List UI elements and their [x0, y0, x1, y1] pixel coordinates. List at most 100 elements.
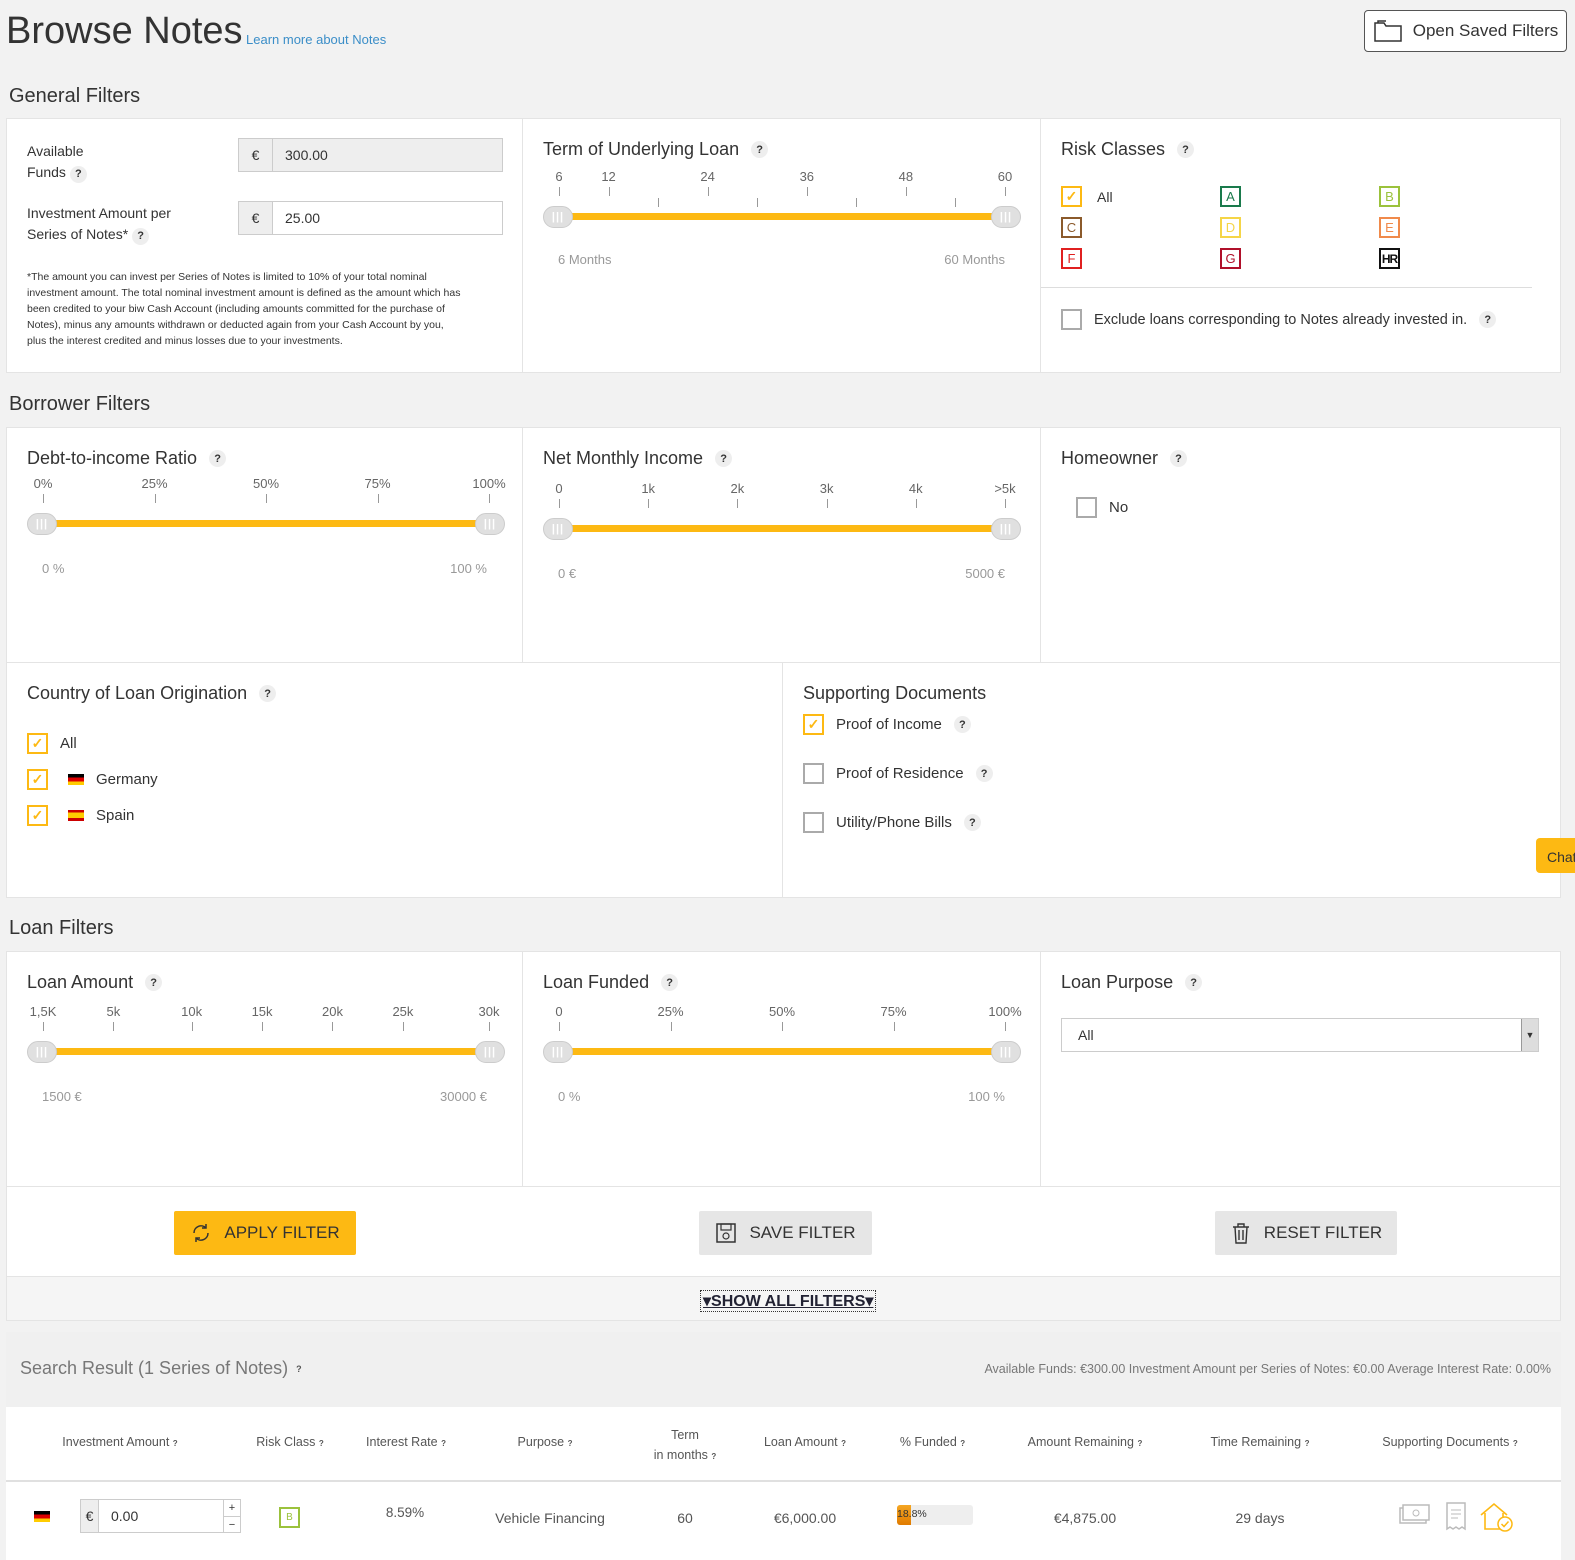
dti-slider[interactable]: 0% 25% 50% 75% 100% ||| ||| [27, 476, 506, 566]
show-all-filters-link[interactable]: ▾SHOW ALL FILTERS▾ [700, 1290, 877, 1312]
slider-max-handle[interactable]: ||| [991, 518, 1021, 540]
help-icon[interactable]: ? [145, 974, 163, 991]
slider-min-handle[interactable]: ||| [27, 1041, 57, 1063]
income-slider[interactable]: 0 1k 2k 3k 4k >5k ||| ||| [543, 481, 1021, 571]
row-investment-input[interactable]: €0.00 + − [80, 1499, 241, 1533]
help-icon[interactable]: ? [69, 166, 87, 183]
slider-max-handle[interactable]: ||| [991, 206, 1021, 228]
learn-more-link[interactable]: Learn more about Notes [246, 32, 387, 47]
help-icon[interactable]: ? [132, 228, 150, 245]
help-icon[interactable]: ? [259, 685, 277, 702]
open-saved-filters-button[interactable]: Open Saved Filters [1364, 10, 1567, 52]
slider-min-handle[interactable]: ||| [543, 206, 573, 228]
chevron-down-icon[interactable]: ▼ [1521, 1019, 1538, 1051]
col-funded[interactable]: % Funded ? [899, 1435, 966, 1449]
help-icon[interactable]: ? [975, 765, 993, 782]
decrement-icon[interactable]: − [224, 1516, 240, 1533]
chat-button[interactable]: Chat [1536, 838, 1575, 873]
risk-class-g-toggle[interactable]: G [1220, 248, 1241, 269]
doc-proof-income-option[interactable]: ✓ Proof of Income? [803, 714, 971, 735]
checkbox-checked-icon[interactable]: ✓ [803, 714, 824, 735]
slider-tick-label: 20k [322, 1004, 343, 1019]
exclude-invested-option[interactable]: Exclude loans corresponding to Notes alr… [1061, 309, 1497, 330]
apply-filter-button[interactable]: APPLY FILTER [174, 1211, 356, 1255]
homeowner-title: Homeowner? [1061, 448, 1188, 469]
risk-class-c-toggle[interactable]: C [1061, 217, 1082, 238]
slider-tick-label: 3k [819, 481, 834, 496]
loan-amount-title: Loan Amount? [27, 972, 163, 993]
risk-class-e-toggle[interactable]: E [1379, 217, 1400, 238]
risk-class-b-toggle[interactable]: B [1379, 186, 1400, 207]
col-amount-remaining[interactable]: Amount Remaining ? [1027, 1435, 1143, 1449]
col-time-remaining[interactable]: Time Remaining ? [1210, 1435, 1310, 1449]
help-icon[interactable]: ? [1170, 450, 1188, 467]
slider-min-handle[interactable]: ||| [543, 518, 573, 540]
income-title: Net Monthly Income? [543, 448, 733, 469]
help-icon[interactable]: ? [715, 450, 733, 467]
help-icon[interactable]: ? [963, 814, 981, 831]
risk-class-f-toggle[interactable]: F [1061, 248, 1082, 269]
checkbox-checked-icon[interactable]: ✓ [27, 769, 48, 790]
checkbox-icon[interactable] [803, 763, 824, 784]
slider-track[interactable] [559, 525, 1005, 532]
country-all-option[interactable]: ✓ All [27, 733, 77, 754]
country-spain-option[interactable]: ✓ Spain [27, 805, 134, 826]
save-filter-button[interactable]: SAVE FILTER [699, 1211, 872, 1255]
slider-track[interactable] [559, 213, 1005, 220]
loan-funded-min: 0 % [558, 1089, 581, 1104]
slider-track[interactable] [43, 1048, 489, 1055]
col-risk-class[interactable]: Risk Class ? [256, 1435, 324, 1449]
term-slider[interactable]: 6 12 24 36 48 60 ||| ||| [543, 169, 1021, 259]
country-germany-option[interactable]: ✓ Germany [27, 769, 158, 790]
checkbox-checked-icon[interactable]: ✓ [27, 805, 48, 826]
checkbox-icon[interactable] [803, 812, 824, 833]
help-icon[interactable]: ? [1185, 974, 1203, 991]
col-term[interactable]: Term in months ? [653, 1428, 717, 1462]
help-icon[interactable]: ? [1479, 311, 1497, 328]
col-loan-amount[interactable]: Loan Amount ? [763, 1435, 847, 1449]
loan-funded-slider[interactable]: 0 25% 50% 75% 100% ||| ||| [543, 1004, 1022, 1094]
doc-utility-bills-option[interactable]: Utility/Phone Bills? [803, 812, 981, 833]
loan-purpose-select[interactable]: All ▼ [1061, 1018, 1539, 1052]
slider-track[interactable] [559, 1048, 1005, 1055]
col-investment-amount[interactable]: Investment Amount ? [62, 1435, 178, 1449]
risk-all-option[interactable]: ✓ All [1061, 186, 1113, 207]
folder-icon [1373, 20, 1402, 42]
help-icon[interactable]: ? [661, 974, 679, 991]
checkbox-checked-icon[interactable]: ✓ [1061, 186, 1082, 207]
risk-class-a-toggle[interactable]: A [1220, 186, 1241, 207]
investment-amount-label: Investment Amount per Series of Notes* ? [27, 203, 171, 245]
results-title: Search Result (1 Series of Notes)? [20, 1358, 302, 1378]
funded-progress-bar: 18.8% [897, 1505, 973, 1525]
slider-tick-mark [489, 1022, 490, 1031]
slider-max-handle[interactable]: ||| [475, 513, 505, 535]
open-saved-filters-label: Open Saved Filters [1412, 21, 1559, 40]
homeowner-no-option[interactable]: No [1076, 497, 1128, 518]
risk-class-d-toggle[interactable]: D [1220, 217, 1241, 238]
checkbox-icon[interactable] [1076, 497, 1097, 518]
receipt-document-icon [1446, 1502, 1466, 1531]
slider-min-handle[interactable]: ||| [543, 1041, 573, 1063]
investment-amount-input[interactable]: €25.00 [238, 201, 503, 235]
help-icon[interactable]: ? [1177, 141, 1195, 158]
help-icon[interactable]: ? [953, 716, 971, 733]
loan-funded-panel: Loan Funded? 0 25% 50% 75% 100% ||| ||| 0 % 10… [522, 951, 1041, 1187]
col-interest-rate[interactable]: Interest Rate ? [366, 1435, 446, 1449]
help-icon[interactable]: ? [209, 450, 227, 467]
reset-filter-button[interactable]: RESET FILTER [1215, 1211, 1397, 1255]
slider-max-handle[interactable]: ||| [475, 1041, 505, 1063]
risk-class-hr-toggle[interactable]: HR [1379, 248, 1400, 269]
slider-min-handle[interactable]: ||| [27, 513, 57, 535]
help-icon[interactable]: ? [751, 141, 769, 158]
slider-track[interactable] [43, 520, 489, 527]
checkbox-checked-icon[interactable]: ✓ [27, 733, 48, 754]
slider-max-handle[interactable]: ||| [991, 1041, 1021, 1063]
loan-amount-slider[interactable]: 1,5K 5k 10k 15k 20k 25k 30k ||| ||| [27, 1004, 505, 1094]
col-supporting-documents[interactable]: Supporting Documents ? [1382, 1435, 1518, 1449]
increment-icon[interactable]: + [228, 1502, 236, 1514]
doc-proof-residence-option[interactable]: Proof of Residence? [803, 763, 993, 784]
col-purpose[interactable]: Purpose ? [517, 1435, 573, 1449]
help-icon[interactable]: ? [296, 1363, 302, 1374]
checkbox-icon[interactable] [1061, 309, 1082, 330]
funded-progress-fill [897, 1505, 912, 1525]
